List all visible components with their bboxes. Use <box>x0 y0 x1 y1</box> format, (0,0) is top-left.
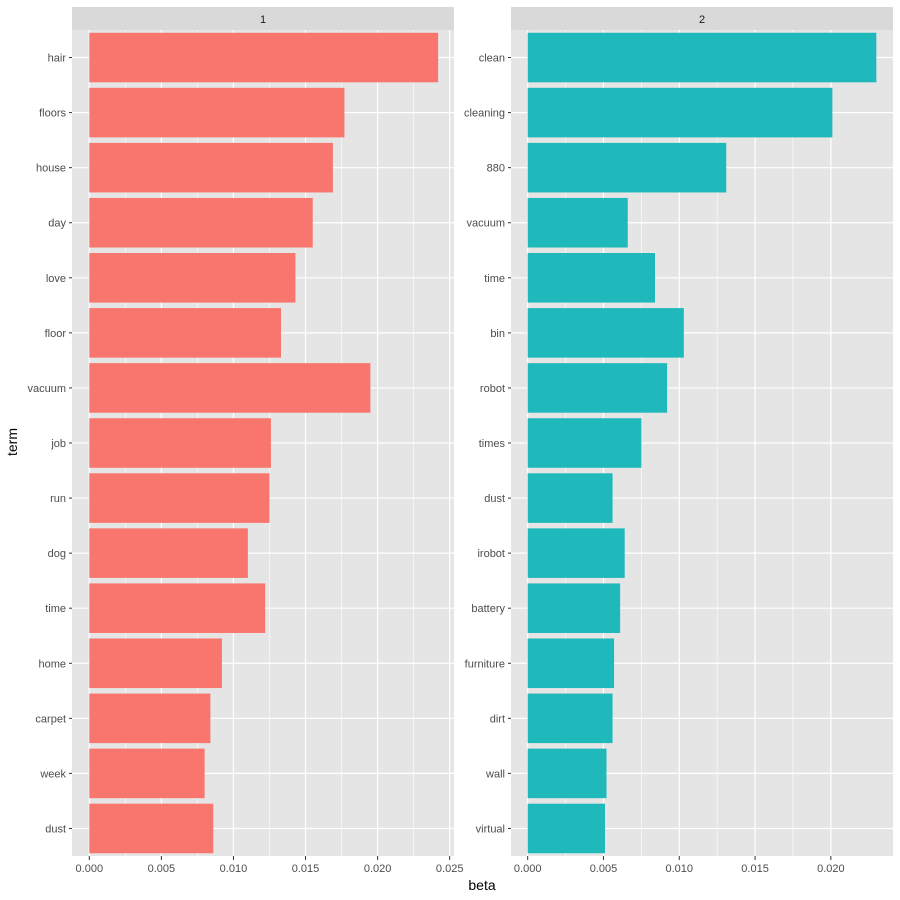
y-tick-label: dust <box>45 823 66 835</box>
y-tick-label: run <box>50 493 66 505</box>
y-tick-label: cleaning <box>464 108 505 120</box>
y-tick-label: house <box>36 163 66 175</box>
bar-clean <box>527 32 877 83</box>
x-tick-label: 0.000 <box>514 863 542 875</box>
y-tick-label: bin <box>490 328 505 340</box>
x-tick-label: 0.000 <box>76 863 104 875</box>
x-tick-label: 0.005 <box>148 863 176 875</box>
y-tick-label: wall <box>485 768 505 780</box>
bar-times <box>527 418 642 468</box>
facet-strip <box>511 7 893 30</box>
y-tick-label: job <box>50 438 66 450</box>
x-tick-label: 0.020 <box>817 863 845 875</box>
bar-floors <box>89 87 345 138</box>
bar-battery <box>527 583 621 633</box>
x-tick-label: 0.015 <box>741 863 769 875</box>
x-tick-label: 0.010 <box>665 863 693 875</box>
bar-880 <box>527 142 727 193</box>
bar-bin <box>527 308 684 358</box>
y-tick-label: virtual <box>476 823 505 835</box>
x-axis-title: beta <box>468 877 495 893</box>
y-tick-label: floors <box>39 108 66 120</box>
bar-week <box>89 748 205 799</box>
bar-cleaning <box>527 87 833 138</box>
y-tick-label: 880 <box>487 163 505 175</box>
bar-furniture <box>527 638 615 689</box>
facet-strip <box>72 7 454 30</box>
bar-vacuum <box>527 197 628 248</box>
y-tick-label: dust <box>484 493 505 505</box>
x-tick-label: 0.025 <box>436 863 464 875</box>
bar-carpet <box>89 693 211 744</box>
y-tick-label: dog <box>48 548 66 560</box>
y-tick-label: home <box>38 658 66 670</box>
bar-time <box>527 253 656 303</box>
y-tick-label: week <box>39 768 66 780</box>
bar-floor <box>89 308 282 358</box>
bar-day <box>89 197 313 248</box>
bar-run <box>89 473 270 523</box>
y-tick-label: times <box>479 438 506 450</box>
y-tick-label: floor <box>45 328 67 340</box>
y-tick-label: clean <box>479 53 505 65</box>
bar-dust <box>527 473 613 523</box>
y-tick-label: time <box>484 273 505 285</box>
bar-wall <box>527 748 607 799</box>
x-tick-label: 0.005 <box>590 863 618 875</box>
x-tick-label: 0.010 <box>220 863 248 875</box>
bar-house <box>89 142 333 193</box>
bar-time <box>89 583 266 633</box>
y-tick-label: hair <box>48 53 67 65</box>
bar-dust <box>89 803 214 854</box>
facets-layer: 1 hair floors house day love floor vacuum job run… <box>27 7 893 875</box>
y-tick-label: irobot <box>477 548 505 560</box>
facet-strip-label: 2 <box>699 14 705 26</box>
bar-robot <box>527 363 668 413</box>
y-tick-label: robot <box>480 383 505 395</box>
y-tick-label: vacuum <box>27 383 66 395</box>
bar-hair <box>89 32 439 83</box>
y-tick-label: day <box>48 218 66 230</box>
y-tick-label: dirt <box>490 713 505 725</box>
bar-dog <box>89 528 248 578</box>
bar-irobot <box>527 528 625 578</box>
facet-panel-1: 1 hair floors house day love floor vacuum job run… <box>27 7 463 875</box>
bar-virtual <box>527 803 605 854</box>
bar-dirt <box>527 693 613 744</box>
y-axis-title: term <box>4 428 20 456</box>
bar-vacuum <box>89 363 371 413</box>
x-tick-label: 0.015 <box>292 863 320 875</box>
facet-panel-2: 2 clean cleaning 880 vacuum time bin robot times… <box>464 7 893 875</box>
y-tick-label: time <box>45 603 66 615</box>
y-tick-label: love <box>46 273 66 285</box>
bar-home <box>89 638 222 689</box>
y-tick-label: battery <box>471 603 505 615</box>
y-tick-label: carpet <box>35 713 66 725</box>
y-tick-label: vacuum <box>466 218 505 230</box>
facet-strip-label: 1 <box>260 14 266 26</box>
bar-love <box>89 253 296 303</box>
y-tick-label: furniture <box>465 658 505 670</box>
bar-job <box>89 418 271 468</box>
x-tick-label: 0.020 <box>364 863 392 875</box>
